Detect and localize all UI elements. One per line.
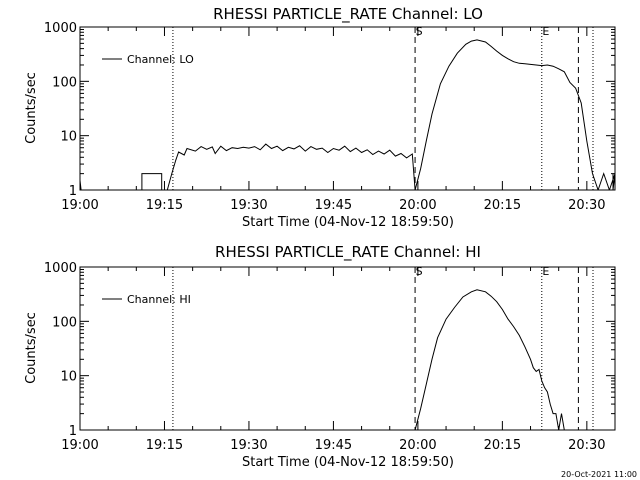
marker-label: S — [416, 265, 423, 278]
chart-title: RHESSI PARTICLE_RATE Channel: HI — [215, 243, 481, 262]
y-axis-label: Counts/sec — [24, 312, 39, 384]
x-tick-label: 20:15 — [484, 198, 521, 213]
y-tick-label: 10 — [60, 370, 77, 385]
series-line — [80, 39, 615, 190]
x-tick-label: 20:00 — [399, 198, 436, 213]
x-tick-label: 19:30 — [230, 438, 267, 453]
x-tick-label: 20:00 — [399, 438, 436, 453]
panel-hi: RHESSI PARTICLE_RATE Channel: HI Start T… — [24, 243, 616, 470]
marker-label: E — [542, 265, 549, 278]
plot-frame — [79, 26, 616, 191]
legend-label: Channel: LO — [127, 53, 194, 66]
panel-lo: RHESSI PARTICLE_RATE Channel: LO Start T… — [24, 5, 616, 230]
legend-label: Channel: HI — [127, 293, 191, 306]
x-axis-label: Start Time (04-Nov-12 18:59:50) — [242, 455, 454, 470]
x-axis-label: Start Time (04-Nov-12 18:59:50) — [242, 215, 454, 230]
x-tick-label: 19:15 — [146, 198, 183, 213]
x-tick-label: 19:15 — [146, 438, 183, 453]
x-tick-label: 20:30 — [568, 438, 605, 453]
y-tick-label: 10 — [60, 130, 77, 145]
series-line — [414, 289, 565, 430]
y-tick-label: 1000 — [44, 21, 77, 36]
x-tick-label: 20:30 — [568, 198, 605, 213]
marker-label: E — [542, 25, 549, 38]
y-tick-label: 100 — [52, 75, 77, 90]
chart-title: RHESSI PARTICLE_RATE Channel: LO — [213, 5, 483, 24]
x-tick-label: 20:15 — [484, 438, 521, 453]
x-tick-label: 19:30 — [230, 198, 267, 213]
x-tick-label: 19:45 — [315, 198, 352, 213]
x-tick-label: 19:45 — [315, 438, 352, 453]
y-tick-label: 1000 — [44, 261, 77, 276]
y-tick-label: 1 — [69, 184, 77, 199]
plot-frame — [79, 266, 616, 431]
y-tick-label: 1 — [69, 424, 77, 439]
timestamp: 20-Oct-2021 11:00 — [561, 470, 637, 479]
x-tick-label: 19:00 — [61, 198, 98, 213]
y-axis-label: Counts/sec — [24, 72, 39, 144]
y-tick-label: 100 — [52, 315, 77, 330]
x-tick-label: 19:00 — [61, 438, 98, 453]
marker-label: S — [416, 25, 423, 38]
